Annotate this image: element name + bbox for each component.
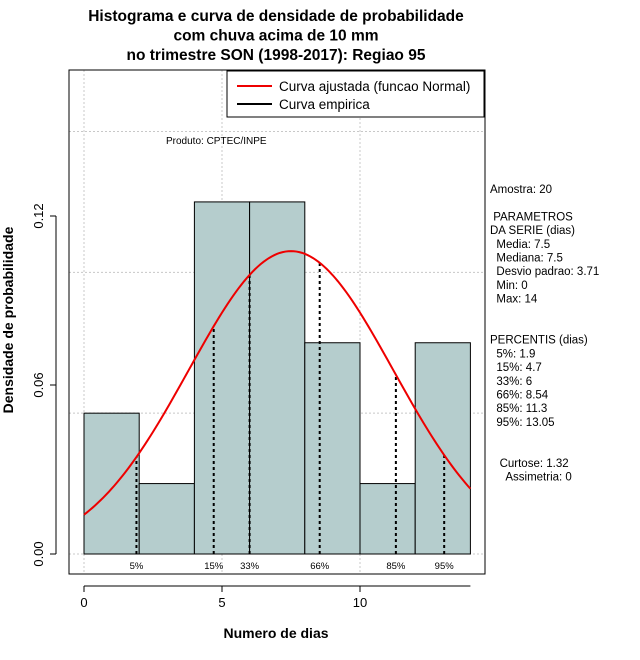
percentile-label: 5% bbox=[130, 561, 144, 572]
percentile-label: 95% bbox=[435, 561, 455, 572]
normal-curve-path bbox=[83, 250, 472, 516]
legend: Curva ajustada (funcao Normal) Curva empi… bbox=[226, 70, 485, 118]
stats-line: Media: 7.5 bbox=[490, 239, 550, 251]
stats-line: 66%: 8.54 bbox=[490, 390, 549, 402]
title-line: Histograma e curva de densidade de proba… bbox=[88, 8, 464, 25]
percentile-label: 33% bbox=[240, 561, 260, 572]
histogram-bars bbox=[83, 201, 471, 555]
stats-line: Min: 0 bbox=[490, 280, 528, 292]
x-axis-label: Numero de dias bbox=[223, 625, 328, 641]
x-tick-label: 5 bbox=[218, 595, 225, 610]
stats-line: 95%: 13.05 bbox=[490, 417, 555, 429]
stats-line: 85%: 11.3 bbox=[490, 403, 547, 415]
stats-line: Curtose: 1.32 bbox=[490, 458, 569, 470]
title-line: com chuva acima de 10 mm bbox=[173, 28, 378, 45]
percentile-markers: 5% 15% 33% 66% 85% 95% bbox=[130, 262, 455, 572]
stats-line: PARAMETROS bbox=[490, 211, 573, 223]
y-tick-label: 0.12 bbox=[31, 203, 46, 228]
histogram-bar bbox=[83, 412, 140, 555]
legend-box bbox=[226, 70, 485, 118]
normal-curve bbox=[83, 250, 472, 516]
histogram-bar bbox=[138, 483, 195, 555]
stats-line: Mediana: 7.5 bbox=[490, 253, 563, 265]
stats-line: DA SERIE (dias) bbox=[490, 225, 575, 237]
axes: 0 5 10 0.00 0.06 0.12 bbox=[31, 203, 471, 610]
stats-line: Assimetria: 0 bbox=[490, 472, 572, 484]
legend-label: Curva ajustada (funcao Normal) bbox=[279, 79, 470, 94]
stats-line: Max: 14 bbox=[490, 294, 538, 306]
y-axis-label: Densidade de probabilidade bbox=[0, 226, 16, 413]
x-tick-label: 10 bbox=[353, 595, 367, 610]
histogram-bar bbox=[414, 342, 471, 555]
x-tick-label: 0 bbox=[80, 595, 87, 610]
chart-title: Histograma e curva de densidade de proba… bbox=[88, 8, 464, 64]
stats-line: Desvio padrao: 3.71 bbox=[490, 266, 599, 278]
stats-panel: Amostra: 20 PARAMETROS DA SERIE (dias) Me… bbox=[490, 184, 599, 484]
percentile-label: 15% bbox=[204, 561, 224, 572]
histogram-bar bbox=[359, 483, 416, 555]
histogram-bar bbox=[193, 201, 251, 555]
y-tick-label: 0.06 bbox=[31, 372, 46, 397]
legend-label: Curva empirica bbox=[279, 97, 370, 112]
stats-line: 33%: 6 bbox=[490, 376, 532, 388]
percentile-label: 85% bbox=[386, 561, 406, 572]
y-tick-label: 0.00 bbox=[31, 541, 46, 566]
stats-line: 15%: 4.7 bbox=[490, 362, 542, 374]
product-annotation: Produto: CPTEC/INPE bbox=[166, 136, 267, 147]
percentile-label: 66% bbox=[310, 561, 330, 572]
stats-line: Amostra: 20 bbox=[490, 184, 552, 196]
plot-frame bbox=[68, 69, 486, 575]
stats-line: PERCENTIS (dias) bbox=[490, 335, 588, 347]
histogram-bar bbox=[304, 342, 361, 555]
stats-line: 5%: 1.9 bbox=[490, 348, 535, 360]
title-line: no trimestre SON (1998-2017): Regiao 95 bbox=[127, 47, 426, 64]
